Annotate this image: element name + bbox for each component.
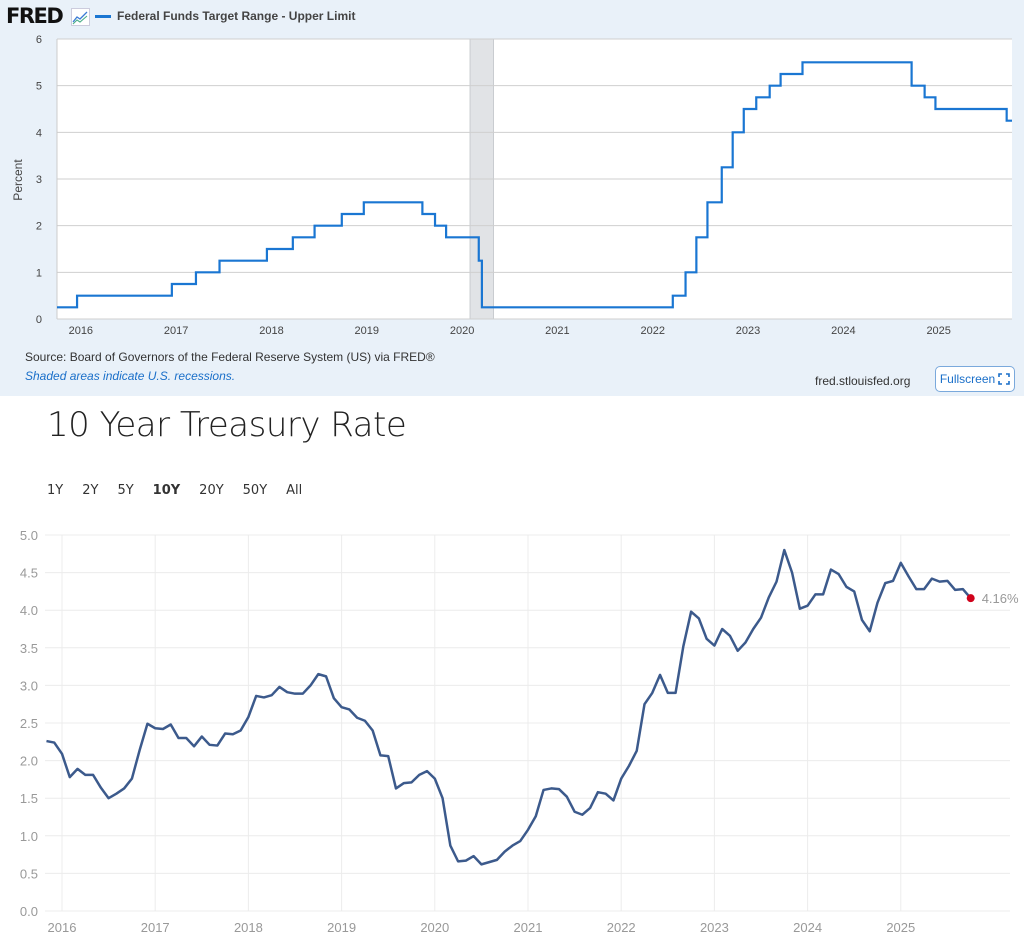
y-tick-label: 0.5: [20, 866, 38, 881]
y-tick-label: 0.0: [20, 904, 38, 919]
x-tick-label: 2025: [886, 920, 915, 935]
y-tick-label: 3.5: [20, 641, 38, 656]
legend-swatch: [95, 14, 111, 18]
range-button-all[interactable]: All: [286, 483, 303, 498]
x-tick-label: 2022: [640, 325, 664, 337]
source-note: Source: Board of Governors of the Federa…: [25, 350, 435, 364]
y-tick-label: 6: [36, 34, 42, 46]
x-tick-label: 2017: [141, 920, 170, 935]
chart-legend: Federal Funds Target Range - Upper Limit: [95, 9, 355, 23]
y-tick-label: 5: [36, 81, 42, 93]
range-button-20y[interactable]: 20Y: [199, 483, 224, 498]
x-tick-label: 2016: [48, 920, 77, 935]
y-tick-label: 2: [36, 221, 42, 233]
range-button-1y[interactable]: 1Y: [47, 483, 64, 498]
x-tick-label: 2024: [831, 325, 855, 337]
fed-funds-line: [57, 61, 1012, 309]
x-tick-label: 2020: [420, 920, 449, 935]
x-tick-label: 2022: [607, 920, 636, 935]
x-tick-label: 2021: [545, 325, 569, 337]
last-value-label: 4.16%: [982, 591, 1019, 606]
fullscreen-icon: [998, 373, 1010, 385]
y-tick-label: 4.5: [20, 566, 38, 581]
x-tick-label: 2017: [164, 325, 188, 337]
y-tick-label: 1: [36, 267, 42, 279]
y-tick-label: 4.0: [20, 603, 38, 618]
y-tick-label: 3: [36, 174, 42, 186]
legend-label: Federal Funds Target Range - Upper Limit: [117, 9, 356, 23]
y-tick-label: 1.5: [20, 791, 38, 806]
range-button-2y[interactable]: 2Y: [82, 483, 99, 498]
y-tick-label: 0: [36, 314, 42, 326]
range-button-50y[interactable]: 50Y: [242, 483, 268, 498]
x-tick-label: 2019: [327, 920, 356, 935]
site-link[interactable]: fred.stlouisfed.org: [815, 374, 911, 388]
treasury-line: [46, 548, 972, 866]
y-axis-label: Percent: [11, 159, 25, 201]
fullscreen-button[interactable]: Fullscreen: [935, 366, 1015, 392]
range-button-5y[interactable]: 5Y: [117, 483, 134, 498]
recession-note: Shaded areas indicate U.S. recessions.: [25, 369, 236, 383]
fullscreen-label: Fullscreen: [939, 372, 996, 386]
fred-logo: FRED: [6, 4, 64, 28]
y-tick-label: 2.5: [20, 716, 38, 731]
fed-funds-chart: 0 1 2 3 4 5 6 2016 2017 2018 2019 2020 2021 2022 2023 2…: [11, 34, 1012, 337]
x-tick-label: 2024: [793, 920, 822, 935]
fred-chart-panel: FRED Federal Funds Target Range - Upper …: [0, 0, 1024, 396]
x-tick-label: 2025: [926, 325, 950, 337]
range-selector: 1Y 2Y 5Y 10Y 20Y 50Y All: [47, 483, 302, 498]
page-title: 10 Year Treasury Rate: [47, 405, 407, 445]
x-tick-label: 2016: [69, 325, 93, 337]
x-tick-label: 2018: [234, 920, 263, 935]
x-tick-label: 2023: [700, 920, 729, 935]
last-value-marker: [966, 594, 975, 603]
y-tick-label: 5.0: [20, 528, 38, 543]
x-tick-label: 2023: [736, 325, 760, 337]
x-tick-label: 2021: [514, 920, 543, 935]
range-button-10y[interactable]: 10Y: [152, 483, 181, 498]
y-tick-label: 1.0: [20, 829, 38, 844]
y-tick-label: 2.0: [20, 754, 38, 769]
chart-line-icon: [71, 8, 90, 26]
x-tick-label: 2020: [450, 325, 474, 337]
y-tick-label: 3.0: [20, 678, 38, 693]
x-tick-label: 2018: [259, 325, 283, 337]
y-tick-label: 4: [36, 127, 42, 139]
x-tick-label: 2019: [355, 325, 379, 337]
